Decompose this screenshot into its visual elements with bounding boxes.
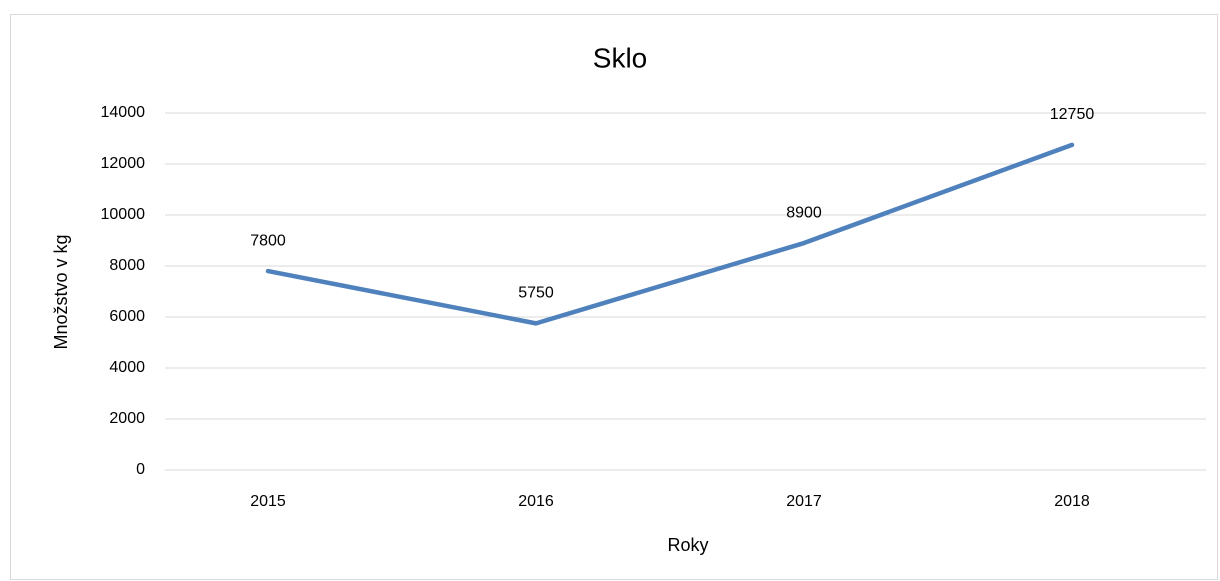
y-tick-label: 2000 xyxy=(109,410,145,427)
y-axis-label: Množstvo v kg xyxy=(51,234,71,349)
line-series xyxy=(265,142,1075,326)
data-label: 8900 xyxy=(786,204,822,221)
x-tick-label: 2017 xyxy=(786,493,822,510)
y-tick-label: 12000 xyxy=(101,155,146,172)
chart-title: Sklo xyxy=(593,42,647,73)
x-tick-label: 2018 xyxy=(1054,493,1090,510)
y-tick-label: 0 xyxy=(136,461,145,478)
x-tick-label: 2015 xyxy=(250,493,286,510)
y-tick-label: 4000 xyxy=(109,359,145,376)
x-axis-label: Roky xyxy=(667,535,708,555)
y-tick-label: 6000 xyxy=(109,308,145,325)
data-label: 5750 xyxy=(518,285,554,302)
data-label: 12750 xyxy=(1050,106,1095,123)
y-tick-label: 14000 xyxy=(101,104,146,121)
x-tick-label: 2016 xyxy=(518,493,554,510)
chart-border xyxy=(10,14,1218,580)
y-tick-label: 10000 xyxy=(101,206,146,223)
y-tick-label: 8000 xyxy=(109,257,145,274)
data-label: 7800 xyxy=(250,232,286,249)
